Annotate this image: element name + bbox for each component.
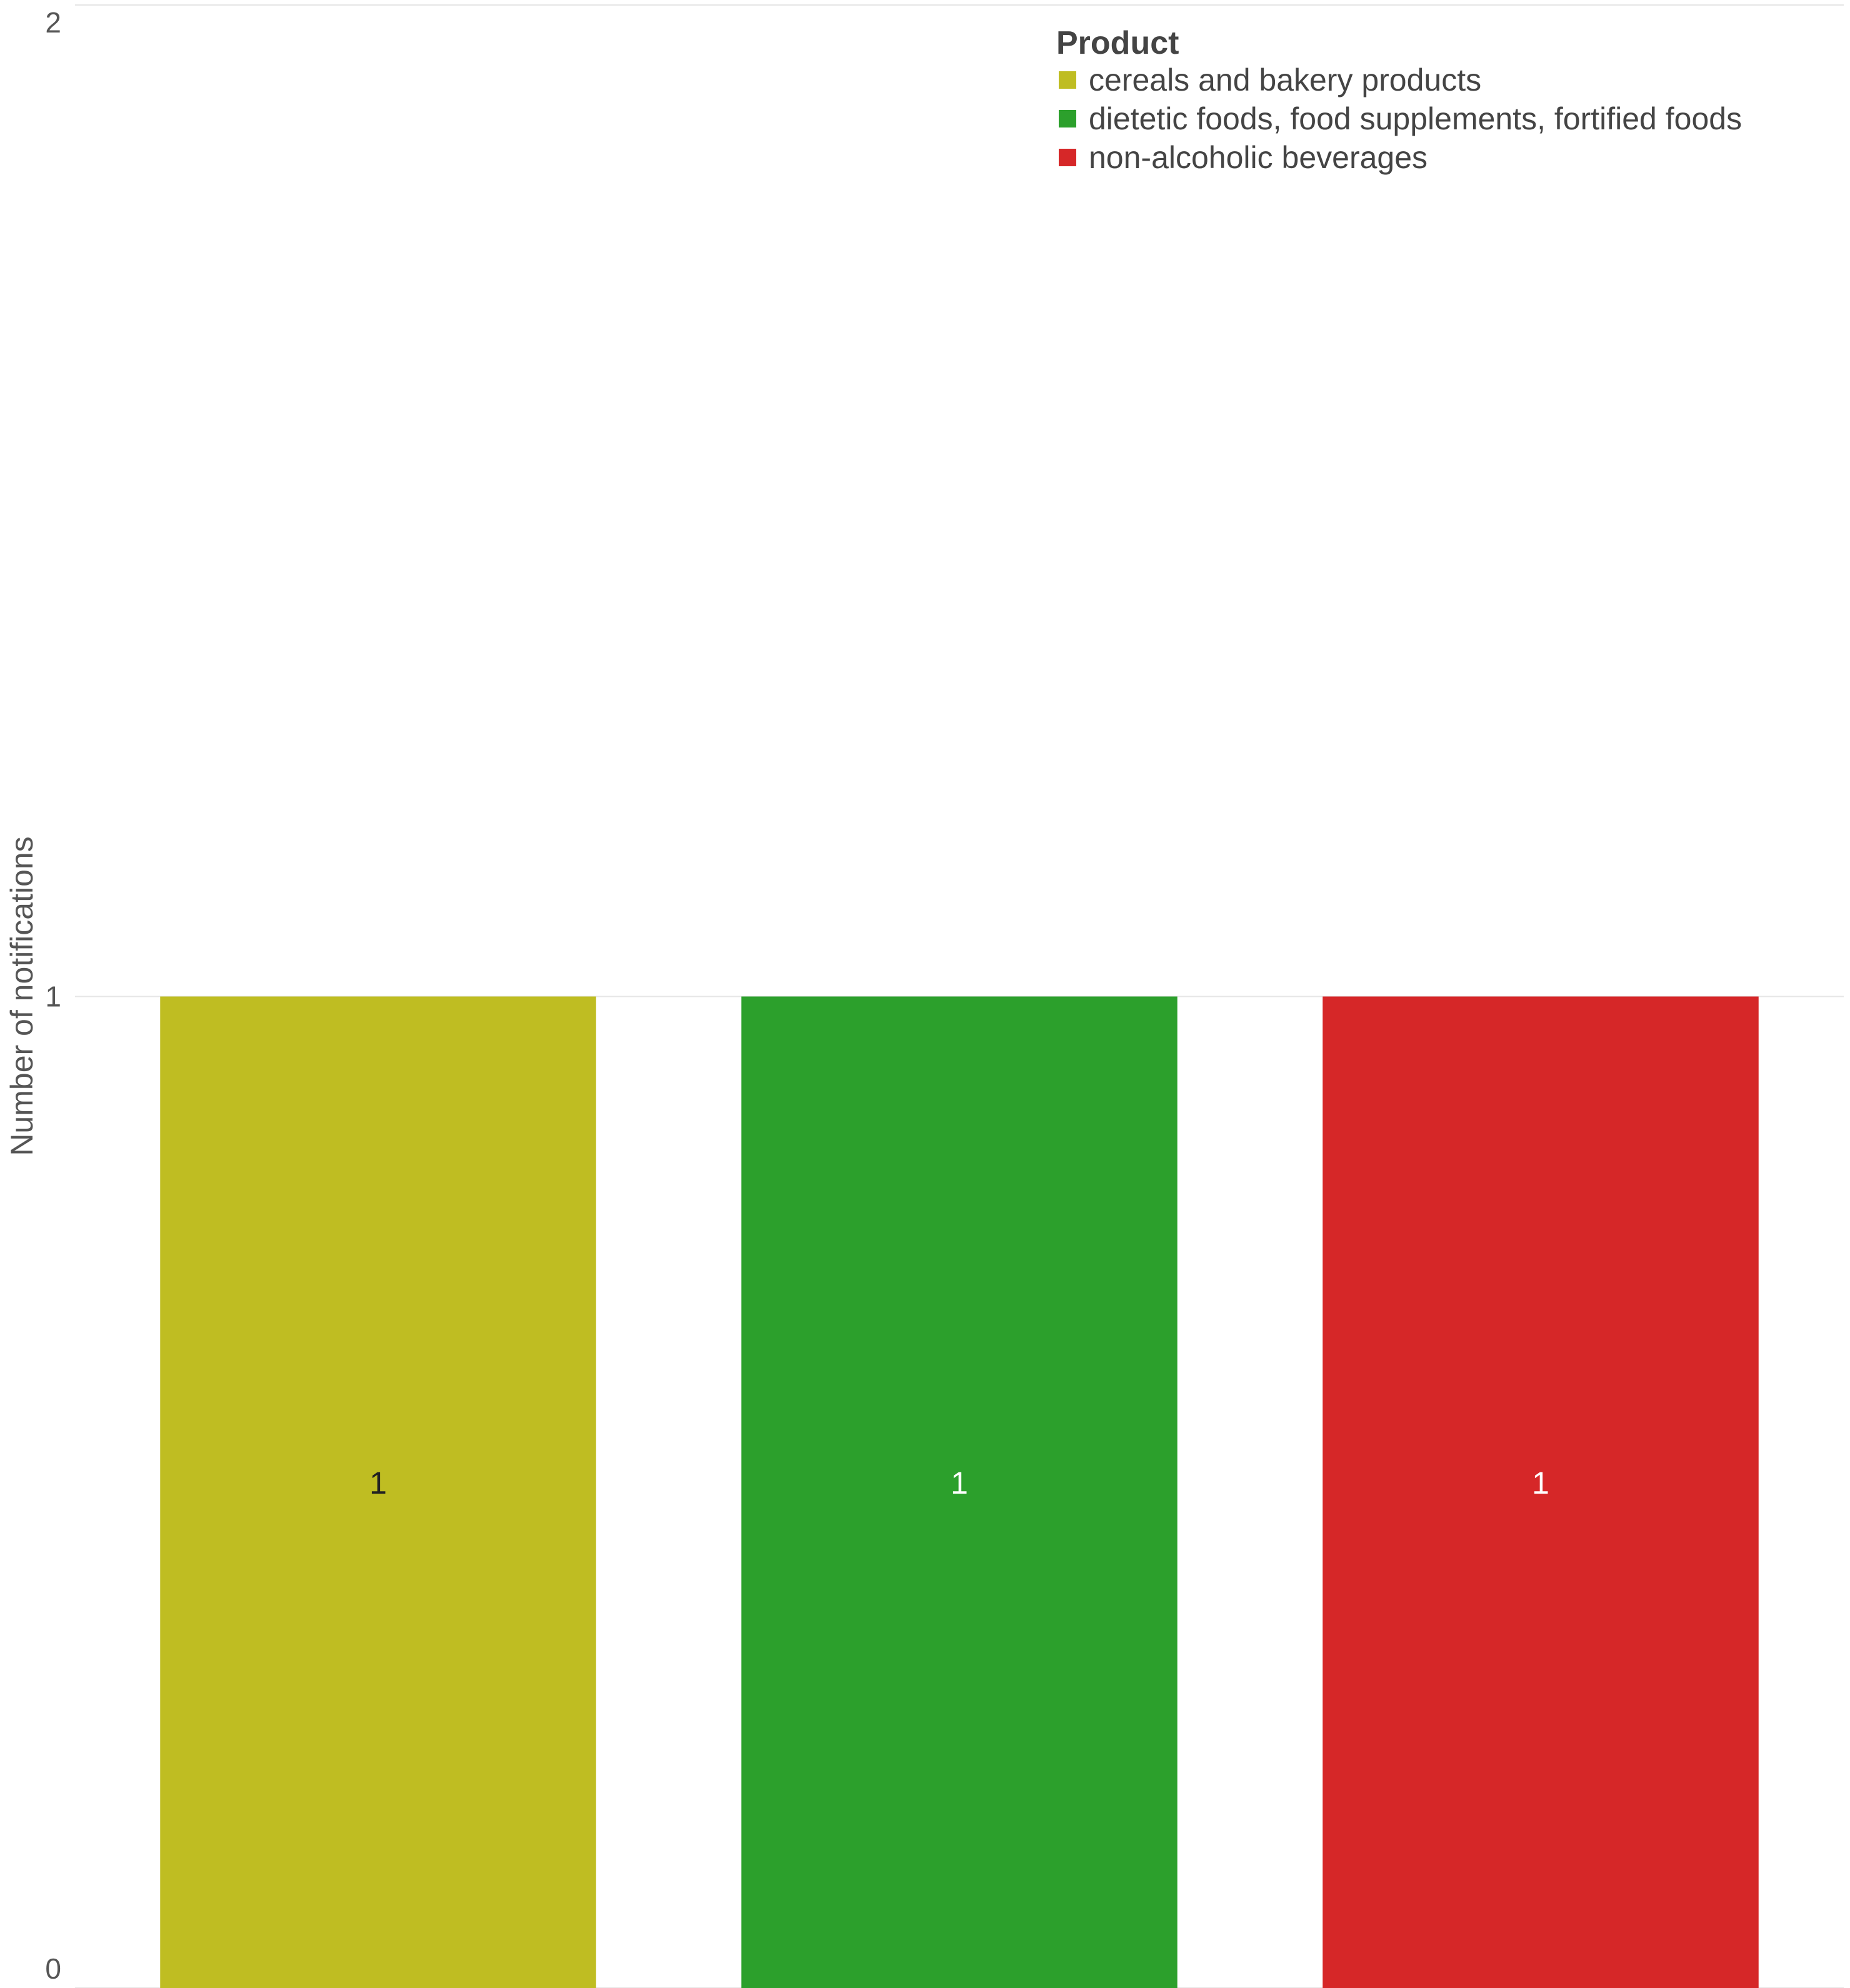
bar-data-label: 1: [369, 1466, 387, 1501]
y-tick-label: 0: [45, 1952, 61, 1985]
legend-label: non-alcoholic beverages: [1089, 140, 1428, 175]
y-axis-title: Number of notifications: [4, 836, 39, 1156]
bar-data-label: 1: [1532, 1466, 1549, 1501]
legend-label: dietetic foods, food supplements, fortif…: [1089, 101, 1742, 136]
legend-label: cereals and bakery products: [1089, 62, 1481, 97]
legend: Product cereals and bakery products diete…: [1056, 25, 1742, 175]
data-labels: 1 1 1: [369, 1466, 1549, 1501]
bar-data-label: 1: [951, 1466, 968, 1501]
legend-swatch: [1059, 71, 1076, 89]
legend-items: cereals and bakery products dietetic food…: [1059, 62, 1742, 175]
bar-1: [160, 996, 596, 1988]
y-tick-label: 1: [45, 981, 61, 1013]
bar-2: [741, 996, 1178, 1988]
y-axis-ticks: 0 1 2: [45, 6, 61, 1985]
y-tick-label: 2: [45, 6, 61, 39]
legend-swatch: [1059, 149, 1076, 166]
bar-3: [1322, 996, 1759, 1988]
legend-swatch: [1059, 110, 1076, 127]
bars: [160, 996, 1759, 1988]
legend-title: Product: [1056, 25, 1179, 61]
